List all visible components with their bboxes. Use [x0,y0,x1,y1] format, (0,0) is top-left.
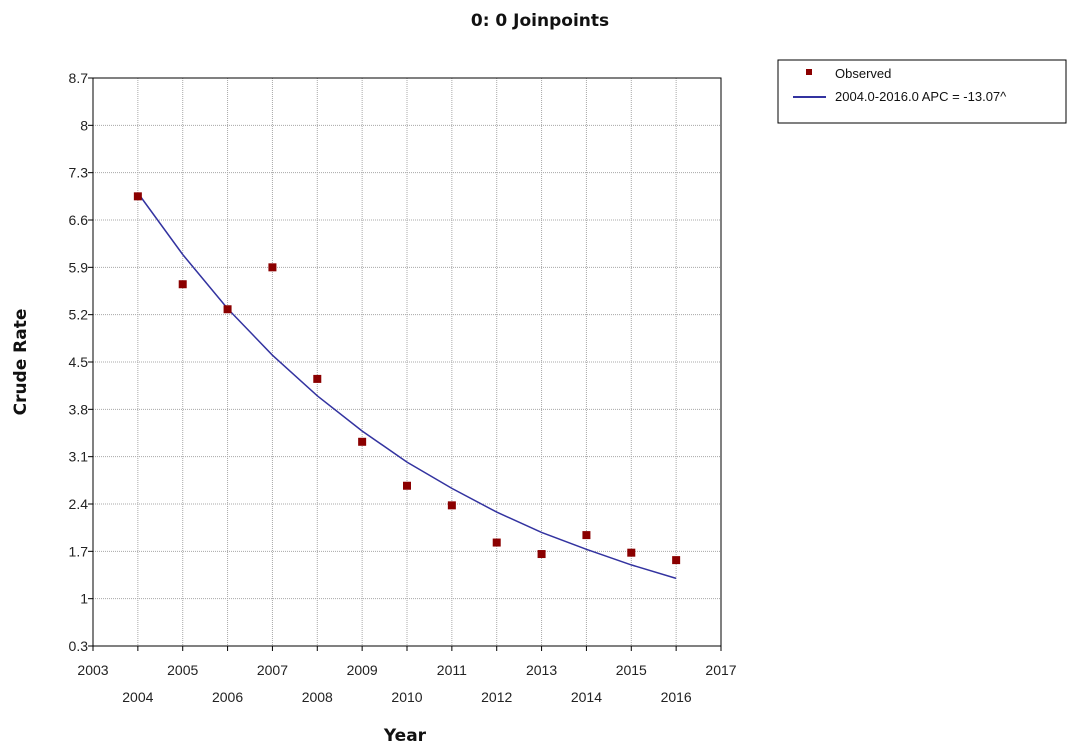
x-tick-label: 2004 [122,689,153,705]
y-tick-label: 1.7 [69,543,89,559]
observed-point [268,263,277,272]
y-tick-label: 1 [80,591,88,607]
y-tick-label: 0.3 [69,638,89,654]
x-tick-label: 2007 [257,662,288,678]
y-tick-label: 3.8 [69,401,89,417]
legend-fit-line-label: 2004.0-2016.0 APC = -13.07^ [835,89,1007,104]
observed-point [627,548,636,557]
chart-title: 0: 0 Joinpoints [471,11,609,31]
x-tick-label: 2012 [481,689,512,705]
observed-point [492,538,501,547]
y-tick-label: 5.2 [69,307,89,323]
x-tick-label: 2014 [571,689,602,705]
y-tick-label: 3.1 [69,449,89,465]
legend: Observed 2004.0-2016.0 APC = -13.07^ [777,59,1067,124]
x-tick-label: 2006 [212,689,243,705]
x-axis-ticks: 2003 2004 2005 2006 2007 2008 2009 2010 2011 2012… [77,646,737,705]
y-tick-label: 5.9 [69,259,89,275]
legend-box [777,59,1067,124]
y-tick-label: 4.5 [69,354,89,370]
observed-point [178,280,187,289]
x-tick-label: 2011 [437,662,467,678]
x-tick-label: 2005 [167,662,198,678]
y-tick-label: 8 [80,117,88,133]
x-tick-label: 2003 [77,662,108,678]
legend-observed-label: Observed [835,66,891,81]
x-tick-label: 2015 [616,662,647,678]
legend-observed-marker [806,69,812,75]
y-axis-ticks: 0.3 1 1.7 2.4 3.1 3.8 4.5 5.2 5.9 6.6 7.3 8 8.7 [69,70,93,654]
y-axis-title: Crude Rate [11,309,31,416]
observed-point [447,501,456,510]
x-tick-label: 2009 [347,662,378,678]
x-axis-title: Year [383,726,427,746]
observed-point [223,305,232,314]
y-tick-label: 8.7 [69,70,89,86]
x-tick-label: 2008 [302,689,333,705]
y-tick-label: 6.6 [69,212,89,228]
x-tick-label: 2017 [705,662,736,678]
observed-point [403,481,411,490]
observed-point [537,550,546,559]
plot-grid [92,77,722,647]
series-layer [133,192,681,580]
x-tick-label: 2016 [661,689,692,705]
x-tick-label: 2010 [391,689,422,705]
observed-point [582,531,591,540]
observed-point [133,192,142,201]
x-tick-label: 2013 [526,662,557,678]
observed-point [358,437,367,446]
observed-point [313,374,322,383]
y-tick-label: 7.3 [69,165,89,181]
y-tick-label: 2.4 [69,496,89,512]
observed-point [672,556,681,565]
